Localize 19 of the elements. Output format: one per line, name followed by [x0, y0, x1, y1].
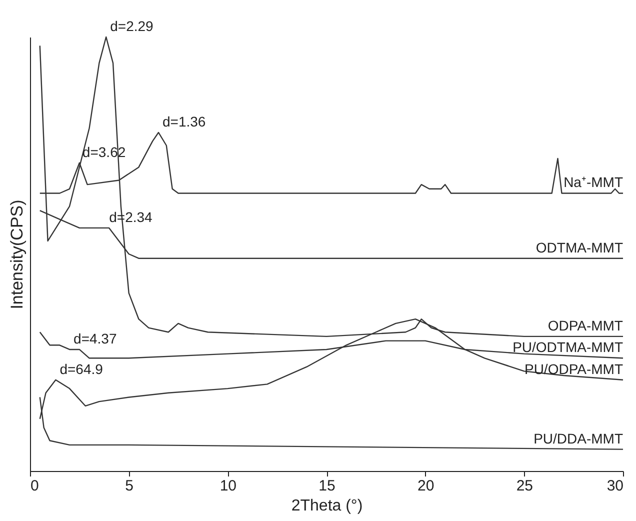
x-tick-label: 30 [606, 478, 624, 494]
series-label: Na⁺-MMT [564, 174, 624, 190]
series-label: PU/ODTMA-MMT [512, 339, 624, 356]
annotation: d=1.36 [162, 113, 206, 130]
x-tick-label: 20 [417, 478, 434, 494]
series-label: ODTMA-MMT [536, 239, 624, 256]
x-tick-label: 25 [516, 478, 534, 494]
series-label: ODPA-MMT [548, 317, 624, 334]
series-label: PU/ODPA-MMT [524, 360, 624, 377]
x-axis-title: 2Theta (°) [291, 498, 363, 514]
annotation: d=4.37 [74, 330, 117, 346]
y-axis-title: Intensity(CPS) [8, 200, 26, 310]
x-tick-label: 0 [30, 478, 39, 494]
x-tick-label: 15 [318, 478, 336, 494]
x-tick-label: 5 [125, 478, 134, 494]
series-label: PU/DDA-MMT [534, 430, 624, 446]
annotation: d=2.29 [110, 18, 154, 34]
x-tick-label: 10 [220, 478, 237, 494]
annotation: d=64.9 [60, 360, 104, 377]
